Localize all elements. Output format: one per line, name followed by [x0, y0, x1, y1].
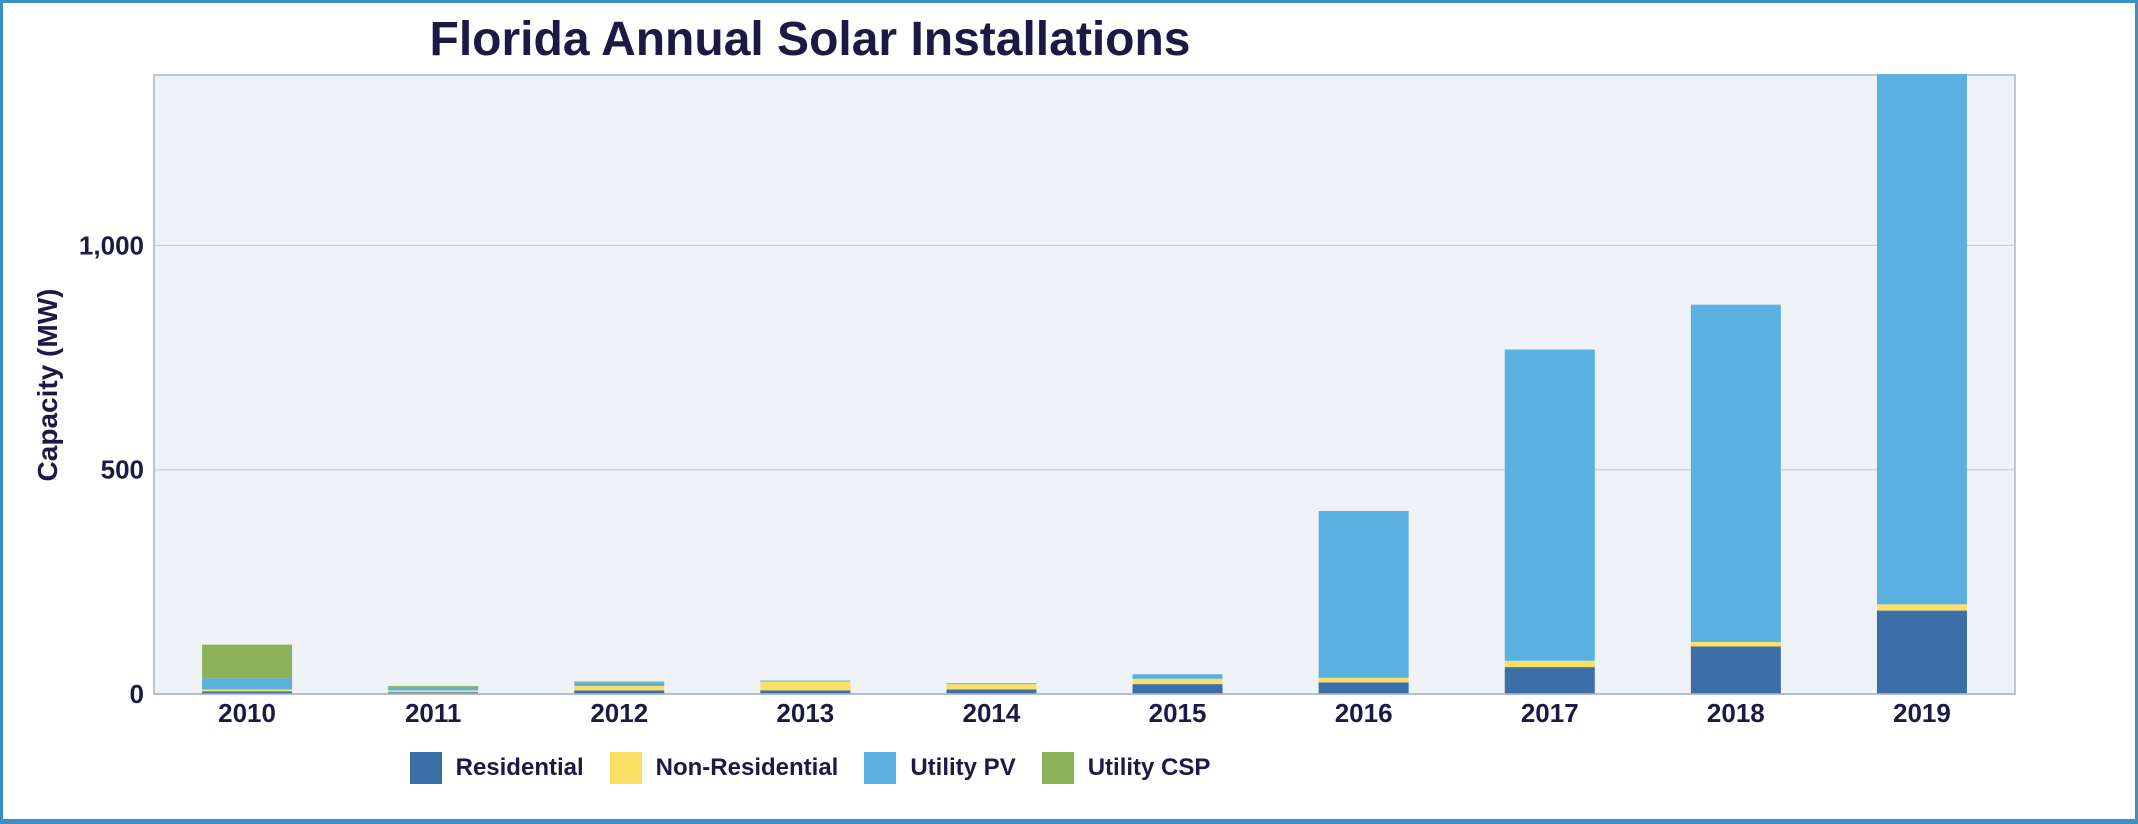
bar-non-residential-2010	[202, 689, 293, 692]
legend-swatch	[409, 752, 442, 784]
bar-non-residential-2019	[1876, 604, 1967, 611]
chart-title: Florida Annual Solar Installations	[429, 13, 1191, 66]
bar-non-residential-2015	[1132, 678, 1223, 685]
bar-utility-pv-2018	[1690, 304, 1781, 642]
bar-utility-pv-2013	[760, 680, 851, 682]
legend-label: Utility CSP	[1087, 754, 1211, 781]
chart-legend: Residential Non-Residential Utility PV Util…	[0, 752, 1620, 784]
bar-utility-csp-2011	[388, 685, 479, 687]
y-tick-label: 1,000	[79, 230, 144, 260]
bar-utility-csp-2010	[202, 644, 293, 679]
legend-label: Utility PV	[910, 754, 1016, 781]
legend-label: Residential	[455, 754, 584, 781]
legend-label: Non-Residential	[655, 754, 839, 781]
x-tick-label: 2011	[405, 698, 461, 728]
x-tick-label: 2015	[1149, 698, 1207, 728]
bar-non-residential-2013	[760, 681, 851, 691]
legend-swatch	[609, 752, 642, 784]
x-tick-label: 2018	[1707, 698, 1765, 728]
bar-utility-pv-2016	[1318, 510, 1409, 678]
bar-residential-2019	[1876, 610, 1967, 694]
legend-item-utility-csp: Utility CSP	[1041, 752, 1211, 784]
bar-utility-pv-2012	[574, 682, 665, 686]
bar-residential-2016	[1318, 682, 1409, 694]
x-tick-label: 2014	[963, 698, 1021, 728]
bar-residential-2018	[1690, 646, 1781, 694]
bar-residential-2014	[946, 689, 1037, 694]
bar-non-residential-2014	[946, 684, 1037, 690]
x-tick-label: 2010	[218, 698, 276, 728]
bar-non-residential-2016	[1318, 677, 1409, 683]
bar-utility-pv-2014	[946, 683, 1037, 685]
bar-residential-2013	[760, 690, 851, 694]
bar-residential-2010	[202, 691, 293, 694]
x-tick-label: 2017	[1521, 698, 1579, 728]
bar-residential-2012	[574, 690, 665, 694]
bar-non-residential-2018	[1690, 641, 1781, 647]
legend-swatch	[864, 752, 897, 784]
bar-non-residential-2012	[574, 685, 665, 691]
bar-utility-pv-2010	[202, 678, 293, 690]
legend-item-utility-pv: Utility PV	[864, 752, 1016, 784]
bar-residential-2015	[1132, 684, 1223, 694]
x-tick-label: 2012	[590, 698, 648, 728]
bar-utility-pv-2011	[388, 686, 479, 691]
legend-swatch	[1041, 752, 1074, 784]
legend-item-non-residential: Non-Residential	[609, 752, 839, 784]
bar-residential-2011	[388, 692, 479, 694]
x-tick-label: 2019	[1893, 698, 1951, 728]
legend-item-residential: Residential	[409, 752, 584, 784]
bar-utility-pv-2015	[1132, 674, 1223, 679]
bar-non-residential-2011	[388, 690, 479, 693]
bar-non-residential-2017	[1504, 660, 1595, 668]
x-tick-label: 2016	[1335, 698, 1393, 728]
x-tick-label: 2013	[776, 698, 834, 728]
bar-utility-pv-2019	[1876, 74, 1967, 605]
bar-utility-pv-2017	[1504, 349, 1595, 661]
y-tick-label: 0	[130, 679, 144, 709]
bar-utility-csp-2012	[574, 681, 665, 683]
y-tick-label: 500	[101, 455, 144, 485]
bar-residential-2017	[1504, 667, 1595, 694]
